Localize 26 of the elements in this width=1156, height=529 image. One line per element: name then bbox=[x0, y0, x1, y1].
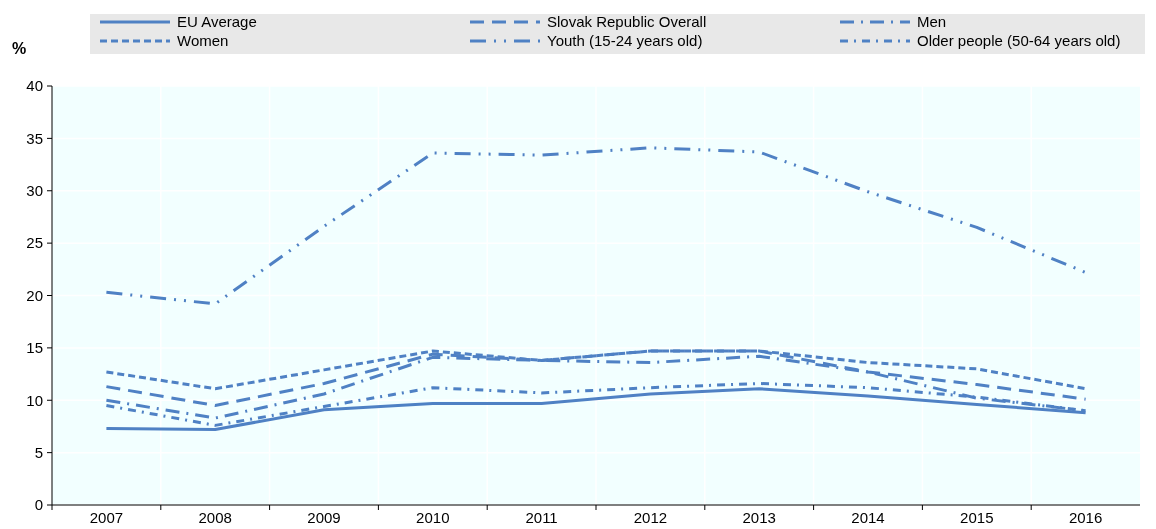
x-tick-label: 2016 bbox=[1068, 509, 1103, 526]
x-tick-label: 2011 bbox=[525, 509, 558, 526]
x-tick-label: 2009 bbox=[307, 509, 341, 526]
legend-label: EU Average bbox=[177, 13, 257, 30]
y-tick-label: 15 bbox=[26, 339, 43, 357]
x-tick-label: 2008 bbox=[198, 509, 232, 526]
y-tick-label: 5 bbox=[34, 443, 43, 461]
legend-label: Slovak Republic Overall bbox=[547, 13, 707, 30]
x-tick-label: 2013 bbox=[742, 509, 776, 526]
y-tick-label: 35 bbox=[26, 129, 43, 147]
legend-label: Women bbox=[177, 32, 229, 49]
y-tick-label: 20 bbox=[26, 286, 43, 304]
x-tick-label: 2012 bbox=[633, 509, 668, 526]
y-axis-title: % bbox=[12, 40, 27, 57]
y-tick-label: 0 bbox=[34, 496, 43, 514]
legend-label: Older people (50-64 years old) bbox=[917, 32, 1121, 49]
y-tick-label: 25 bbox=[26, 234, 43, 252]
legend-label: Men bbox=[917, 13, 947, 30]
x-tick-label: 2015 bbox=[960, 509, 994, 526]
y-tick-label: 10 bbox=[26, 391, 43, 409]
y-tick-label: 30 bbox=[26, 182, 43, 199]
y-tick-label: 40 bbox=[26, 77, 43, 95]
x-tick-label: 2014 bbox=[851, 509, 885, 526]
x-tick-label: 2007 bbox=[89, 509, 124, 526]
legend-label: Youth (15-24 years old) bbox=[547, 32, 703, 49]
x-tick-label: 2010 bbox=[416, 509, 450, 526]
